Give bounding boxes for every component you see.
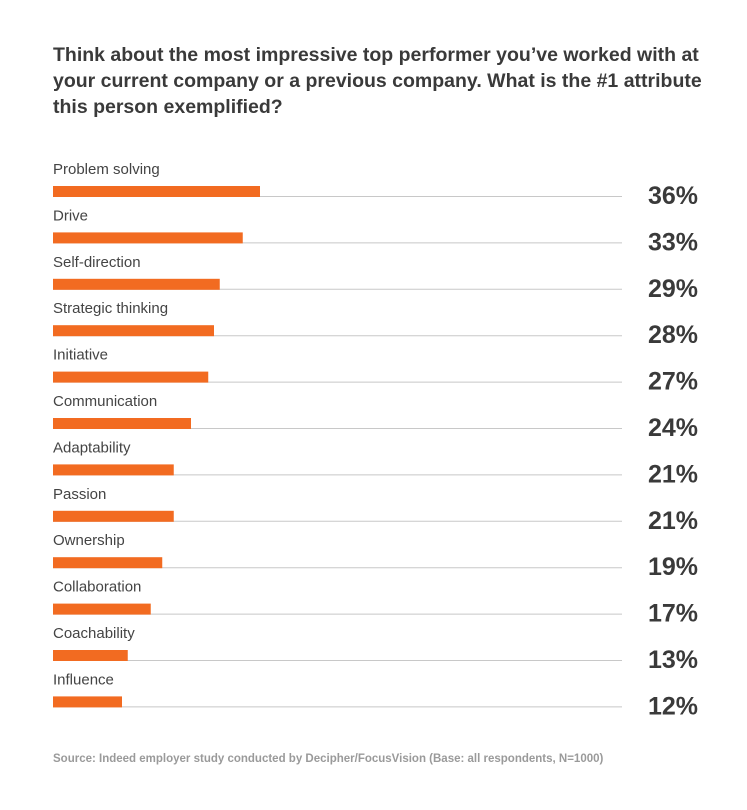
value-label: 12% [648,692,698,720]
bar [53,510,174,522]
category-label: Coachability [53,625,135,642]
value-label: 21% [648,507,698,535]
value-label: 27% [648,368,698,396]
value-label: 17% [648,600,698,628]
bar [53,371,209,383]
bar [53,464,174,476]
bar [53,325,214,337]
value-label: 29% [648,275,698,303]
value-label: 13% [648,646,698,674]
bar [53,557,163,569]
category-label: Collaboration [53,579,141,596]
category-label: Ownership [53,532,125,549]
value-label: 36% [648,182,698,210]
category-label: Passion [53,486,106,503]
category-label: Problem solving [53,161,160,178]
value-label: 24% [648,414,698,442]
bar [53,278,220,290]
category-label: Drive [53,207,88,224]
bar [53,186,260,197]
category-label: Self-direction [53,254,141,271]
category-label: Initiative [53,347,108,364]
chart-title: Think about the most impressive top perf… [53,44,702,118]
value-label: 19% [648,553,698,581]
bar [53,418,191,429]
bar [53,232,243,244]
bar [53,696,122,708]
value-label: 28% [648,321,698,349]
category-label: Strategic thinking [53,300,168,317]
category-label: Adaptability [53,439,131,456]
value-label: 21% [648,460,698,488]
category-label: Communication [53,393,157,410]
bar [53,650,128,661]
value-label: 33% [648,228,698,256]
category-label: Influence [53,671,114,688]
bar [53,603,151,615]
source-note: Source: Indeed employer study conducted … [53,753,604,765]
